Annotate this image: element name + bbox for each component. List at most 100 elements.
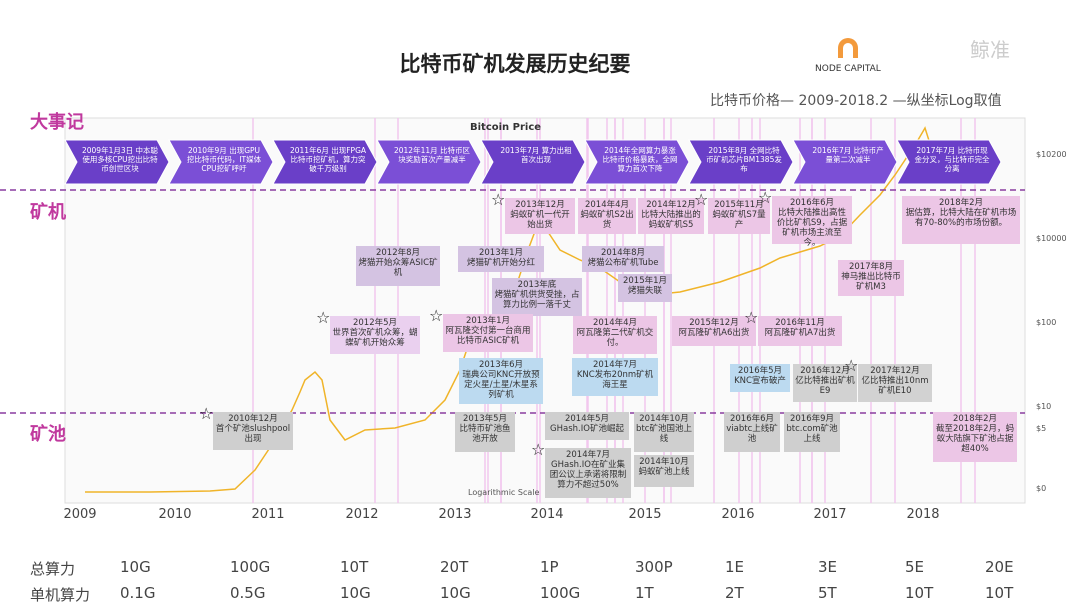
hashrate-value: 1E — [725, 558, 745, 576]
milestone-text: 2014年全网算力暴涨 比特币价格暴跌，全网算力首次下降 — [602, 146, 678, 173]
hashrate-value: 10G — [340, 584, 371, 602]
event-date: 2014年4月 — [592, 318, 638, 328]
year-label: 2009 — [63, 507, 97, 522]
event-box: 2014年7月 KNC发布20nm矿机海王星 — [572, 358, 658, 396]
event-text: 神马推出比特币矿机M3 — [841, 272, 901, 292]
event-text: 蚂蚁矿机一代开始出货 — [510, 210, 570, 230]
event-text: 阿瓦隆交付第一台商用比特币ASIC矿机 — [445, 326, 531, 346]
star-icon: ☆ — [531, 440, 546, 459]
event-box: 2015年12月 阿瓦隆矿机A6出货 — [672, 316, 756, 346]
brand-logo — [838, 38, 858, 58]
event-text: GHash.IO矿池崛起 — [550, 424, 624, 434]
milestone-text: 2011年6月 出现FPGA比特币挖矿机，算力突破千万级别 — [289, 146, 367, 173]
brand: NODE CAPITAL — [815, 64, 881, 74]
event-text: 比特币矿池鱼池开放 — [459, 424, 511, 444]
chart-title: Bitcoin Price — [470, 122, 542, 133]
star-icon: ☆ — [744, 308, 759, 327]
milestone-arrow — [896, 139, 1002, 185]
event-box: 2017年12月 亿比特推出10nm矿机E10 — [858, 364, 932, 402]
event-date: 2013年5月 — [462, 414, 508, 424]
event-text: 烤猫开始众筹ASIC矿机 — [358, 258, 438, 278]
event-box: 2018年2月 截至2018年2月，蚂蚁大陆旗下矿池占据超40% — [933, 412, 1017, 462]
event-date: 2014年7月 — [565, 450, 611, 460]
event-text: GHash.IO在矿业集团公议上承诺将限制算力不超过50% — [549, 460, 627, 490]
star-icon: ☆ — [199, 404, 214, 423]
hashrate-label: 单机算力 — [30, 586, 91, 604]
chart-note: Logarithmic Scale — [468, 488, 540, 497]
year-label: 2018 — [906, 507, 940, 522]
event-date: 2013年12月 — [515, 200, 565, 210]
event-text: 烤猫矿机开始分红 — [466, 258, 535, 268]
event-box: 2015年1月 烤猫失联 — [618, 274, 672, 302]
event-date: 2014年12月 — [646, 200, 696, 210]
section-label: 矿池 — [30, 424, 66, 445]
event-text: 烤猫公布矿机Tube — [587, 258, 659, 268]
milestone-text: 2016年7月 比特币产量第二次减半 — [812, 146, 884, 164]
star-icon: ☆ — [758, 188, 773, 207]
event-text: KNC宣布破产 — [734, 376, 786, 386]
event-box: 2014年5月 GHash.IO矿池崛起 — [545, 412, 629, 440]
event-text: 阿瓦隆第二代矿机交付。 — [576, 328, 654, 348]
event-text: 亿比特推出10nm矿机E10 — [861, 376, 929, 396]
event-text: 阿瓦隆矿机A6出货 — [678, 328, 750, 338]
event-date: 2017年8月 — [848, 262, 894, 272]
year-label: 2010 — [158, 507, 192, 522]
event-text: KNC发布20nm矿机海王星 — [576, 370, 654, 390]
event-box: 2016年6月 viabtc上线矿池 — [724, 412, 780, 452]
event-box: 2010年12月 首个矿池slushpool出现 — [213, 412, 293, 450]
event-box: 2016年9月 btc.com矿池上线 — [784, 412, 840, 452]
hashrate-value: 0.5G — [230, 584, 266, 602]
star-icon: ☆ — [491, 190, 506, 209]
event-date: 2016年9月 — [789, 414, 835, 424]
milestone-text: 2015年8月 全网比特币矿机芯片BM1385发布 — [706, 146, 782, 173]
hashrate-value: 300P — [635, 558, 673, 576]
star-icon: ☆ — [316, 308, 331, 327]
event-text: 比特大陆推出高性价比矿机S9，占据矿机市场主流至今。 — [776, 208, 848, 248]
event-text: 瑞典公司KNC开放预定火星/土星/木星系列矿机 — [462, 370, 540, 400]
event-text: 蚂蚁矿机S2出货 — [580, 210, 634, 230]
event-box: 2012年8月 烤猫开始众筹ASIC矿机 — [356, 246, 440, 286]
event-box: 2016年12月 亿比特推出矿机E9 — [793, 364, 857, 402]
star-icon: ☆ — [429, 306, 444, 325]
year-label: 2011 — [251, 507, 285, 522]
year-label: 2012 — [345, 507, 379, 522]
event-date: 2014年8月 — [600, 248, 646, 258]
milestone-arrow — [480, 139, 586, 185]
section-label: 大事记 — [30, 112, 84, 133]
event-box: 2016年6月 比特大陆推出高性价比矿机S9，占据矿机市场主流至今。 — [772, 196, 852, 248]
event-date: 2014年10月 — [639, 457, 689, 467]
event-date: 2015年11月 — [714, 200, 764, 210]
watermark: 鲸准 — [970, 38, 1010, 62]
milestone-arrow — [688, 139, 794, 185]
milestone-text: 2012年11月 比特币区块奖励首次产量减半 — [393, 146, 470, 164]
event-date: 2012年8月 — [375, 248, 421, 258]
event-date: 2013年1月 — [478, 248, 524, 258]
event-text: 烤猫矿机供货受挫，占算力比例一落千丈 — [494, 290, 580, 310]
event-box: 2013年6月 瑞典公司KNC开放预定火星/土星/木星系列矿机 — [459, 358, 543, 404]
event-date: 2014年4月 — [584, 200, 630, 210]
event-box: 2014年10月 btc矿池国池上线 — [634, 412, 694, 452]
event-text: 世界首次矿机众筹，蝴蝶矿机开始众筹 — [332, 328, 418, 348]
event-box: 2015年11月 蚂蚁矿机S7量产 — [708, 198, 770, 234]
event-date: 2013年1月 — [465, 316, 511, 326]
milestone-text: 2010年9月 出现GPU挖比特币代码，IT媒体CPU挖矿呼吁 — [186, 146, 262, 173]
milestone-text: 2013年7月 算力出租首次出现 — [500, 146, 572, 164]
price-label: $10000 — [1036, 234, 1067, 243]
event-text: 蚂蚁矿池上线 — [638, 467, 690, 477]
hashrate-value: 10G — [440, 584, 471, 602]
event-date: 2010年12月 — [228, 414, 278, 424]
price-label: $0 — [1036, 484, 1047, 493]
hashrate-value: 10T — [905, 584, 934, 602]
event-box: 2016年11月 阿瓦隆矿机A7出货 — [758, 316, 842, 346]
event-box: 2013年5月 比特币矿池鱼池开放 — [455, 412, 515, 452]
event-date: 2018年2月 — [952, 414, 998, 424]
event-box: 2013年底 烤猫矿机供货受挫，占算力比例一落千丈 — [492, 278, 582, 316]
milestone-arrow — [792, 139, 898, 185]
event-date: 2014年5月 — [564, 414, 610, 424]
star-icon: ☆ — [694, 190, 709, 209]
event-date: 2016年6月 — [789, 198, 835, 208]
event-text: 烤猫失联 — [627, 286, 662, 296]
event-date: 2017年12月 — [870, 366, 920, 376]
event-box: 2012年5月 世界首次矿机众筹，蝴蝶矿机开始众筹 — [330, 316, 420, 354]
